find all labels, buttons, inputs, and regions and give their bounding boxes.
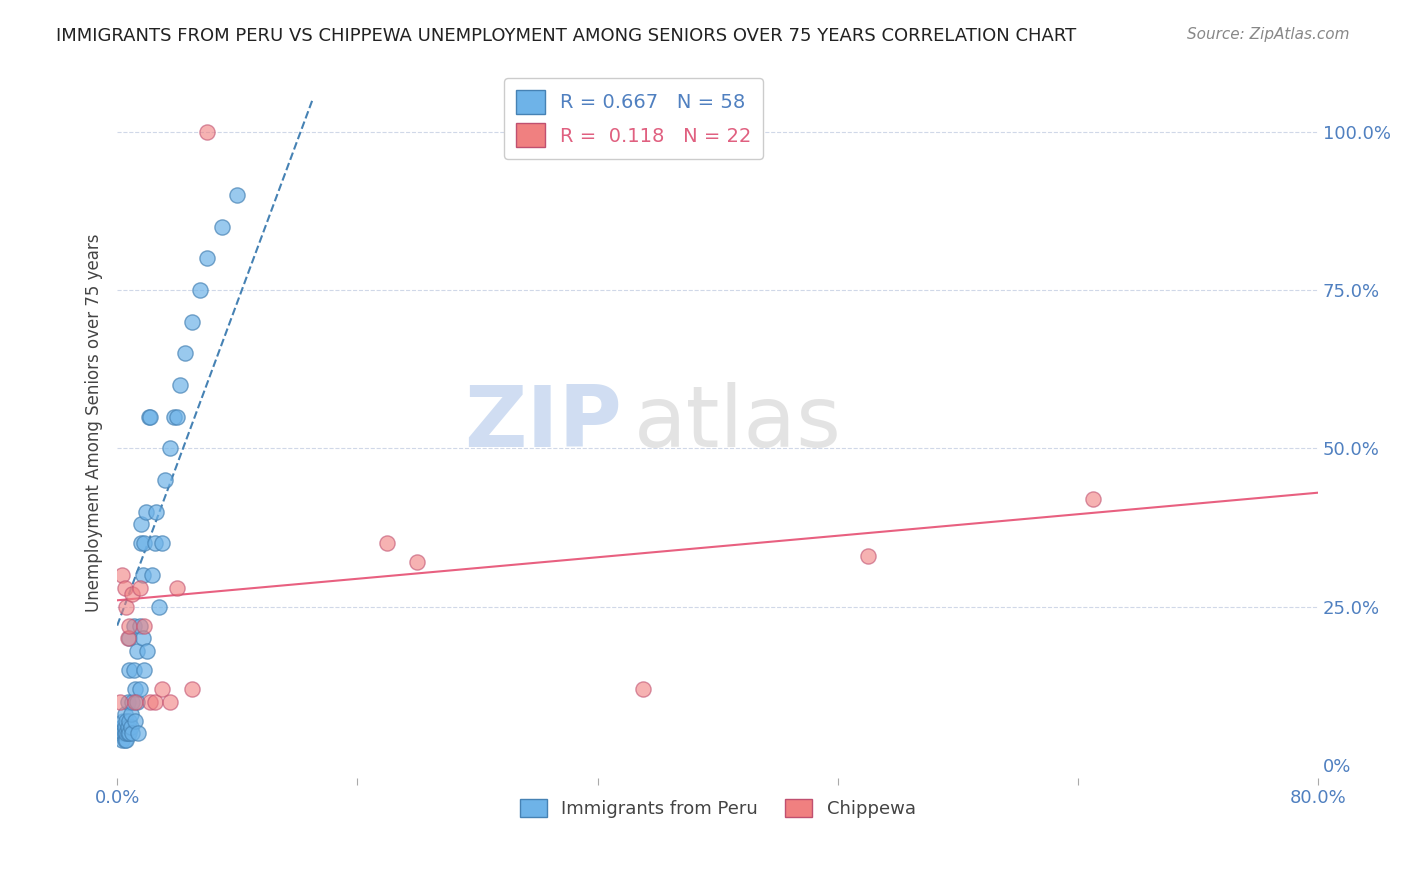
Point	[125, 644, 148, 658]
Point	[211, 219, 233, 234]
Point	[226, 188, 249, 202]
Point	[118, 632, 141, 646]
Point	[122, 663, 145, 677]
Point	[125, 695, 148, 709]
Point	[117, 726, 139, 740]
Point	[141, 568, 163, 582]
Point	[112, 714, 135, 728]
Point	[148, 599, 170, 614]
Point	[120, 707, 142, 722]
Point	[145, 505, 167, 519]
Point	[856, 549, 879, 563]
Point	[150, 536, 173, 550]
Point	[127, 726, 149, 740]
Point	[173, 346, 195, 360]
Point	[115, 714, 138, 728]
Point	[112, 726, 135, 740]
Point	[134, 618, 156, 632]
Point	[108, 695, 131, 709]
Point	[159, 442, 181, 456]
Point	[115, 726, 138, 740]
Point	[139, 409, 162, 424]
Point	[181, 681, 204, 696]
Y-axis label: Unemployment Among Seniors over 75 years: Unemployment Among Seniors over 75 years	[86, 234, 103, 612]
Point	[114, 581, 136, 595]
Point	[136, 644, 159, 658]
Point	[132, 632, 155, 646]
Point	[166, 409, 188, 424]
Point	[111, 720, 134, 734]
Text: Source: ZipAtlas.com: Source: ZipAtlas.com	[1187, 27, 1350, 42]
Text: atlas: atlas	[634, 382, 842, 465]
Point	[111, 568, 134, 582]
Point	[124, 714, 146, 728]
Point	[114, 726, 136, 740]
Point	[377, 536, 399, 550]
Point	[134, 663, 156, 677]
Point	[128, 581, 150, 595]
Point	[143, 695, 166, 709]
Point	[111, 732, 134, 747]
Point	[631, 681, 654, 696]
Point	[195, 252, 218, 266]
Point	[115, 599, 138, 614]
Point	[135, 505, 157, 519]
Point	[118, 726, 141, 740]
Point	[120, 720, 142, 734]
Point	[155, 473, 177, 487]
Point	[163, 409, 186, 424]
Point	[1081, 491, 1104, 506]
Point	[117, 720, 139, 734]
Point	[108, 726, 131, 740]
Point	[129, 517, 152, 532]
Point	[143, 536, 166, 550]
Point	[128, 681, 150, 696]
Point	[139, 695, 162, 709]
Point	[118, 714, 141, 728]
Point	[114, 732, 136, 747]
Text: ZIP: ZIP	[464, 382, 621, 465]
Point	[166, 581, 188, 595]
Point	[128, 618, 150, 632]
Point	[124, 695, 146, 709]
Point	[114, 707, 136, 722]
Point	[118, 663, 141, 677]
Point	[121, 587, 143, 601]
Point	[159, 695, 181, 709]
Point	[121, 726, 143, 740]
Point	[122, 618, 145, 632]
Point	[129, 536, 152, 550]
Point	[115, 732, 138, 747]
Point	[138, 409, 160, 424]
Point	[169, 378, 191, 392]
Point	[117, 695, 139, 709]
Point	[134, 536, 156, 550]
Point	[195, 125, 218, 139]
Point	[150, 681, 173, 696]
Point	[132, 568, 155, 582]
Legend: Immigrants from Peru, Chippewa: Immigrants from Peru, Chippewa	[513, 791, 922, 825]
Point	[181, 315, 204, 329]
Point	[114, 720, 136, 734]
Point	[117, 632, 139, 646]
Point	[124, 681, 146, 696]
Point	[118, 618, 141, 632]
Point	[406, 555, 429, 569]
Point	[188, 283, 211, 297]
Text: IMMIGRANTS FROM PERU VS CHIPPEWA UNEMPLOYMENT AMONG SENIORS OVER 75 YEARS CORREL: IMMIGRANTS FROM PERU VS CHIPPEWA UNEMPLO…	[56, 27, 1077, 45]
Point	[121, 695, 143, 709]
